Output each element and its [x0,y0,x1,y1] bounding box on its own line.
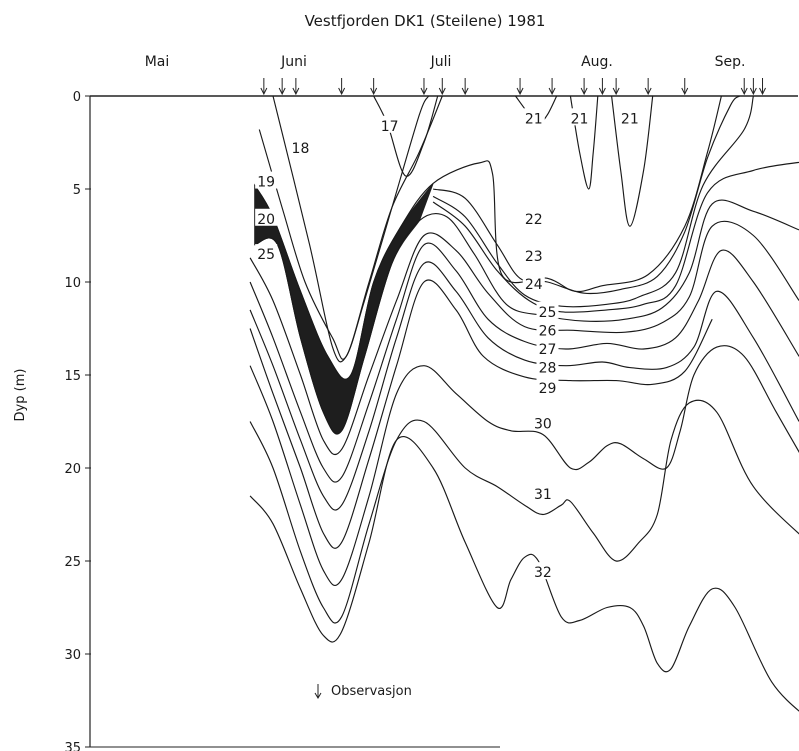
isoline-29 [249,279,713,549]
observation-arrowhead [370,87,378,96]
isoline-label-bg [531,413,554,431]
isoline-25 [254,199,799,435]
month-label: Sep. [715,54,746,70]
month-label: Mai [145,54,170,70]
isoline-label-bg [531,562,554,580]
isoline-32 [249,436,799,712]
isoline-24 [432,161,799,313]
isoline-label-bg [536,338,559,356]
isoline-label-bg [568,108,591,126]
observation-arrowhead [292,87,300,96]
legend: Observasjon [314,684,412,699]
isoline-30 [249,345,799,586]
y-tick-label: 25 [64,555,81,570]
isolines [249,95,799,712]
isoline-label: 23 [525,249,543,265]
observation-arrowhead [338,87,346,96]
legend-arrowhead [314,692,322,699]
isoline-label-bg [618,108,641,126]
isoline-label-bg [536,357,559,375]
y-tick-label: 20 [64,462,81,477]
isoline-label: 18 [292,141,310,157]
isoline-label-bg [378,115,401,133]
observation-arrowhead [420,87,428,96]
isoline-label: 27 [539,342,557,358]
isoline-label: 32 [534,565,552,581]
isoline-21 [611,95,654,227]
legend-label: Observasjon [331,684,412,699]
isoline-label-bg [255,244,278,262]
isoline-label: 21 [525,111,543,127]
isoline-label-bg [522,208,545,226]
isoline-label: 22 [525,212,543,228]
isoline-21 [569,95,599,190]
dark-band-20-25 [254,183,434,435]
observation-arrowhead [516,87,524,96]
y-tick-label: 0 [73,90,81,105]
isoline-label: 28 [539,361,557,377]
isoline-label-bg [536,378,559,396]
observation-arrowhead [461,87,469,96]
observation-arrowhead [438,87,446,96]
isoline-label: 20 [257,212,275,228]
isoline-31 [249,399,799,624]
isoline-26 [249,220,799,456]
month-labels: Mai Juni Juli Aug. Sep. [145,54,746,70]
y-tick-label: 5 [73,183,81,198]
isoline-label-bg [531,484,554,502]
isoline-label-bg [289,138,312,156]
y-axis-label: Dyp (m) [13,369,28,422]
isoline-label-bg [536,301,559,319]
isoline-label: 26 [539,323,557,339]
observation-markers [260,78,766,96]
observation-arrowhead [644,87,652,96]
isoline-label-bg [522,245,545,263]
y-tick-label: 10 [64,276,81,291]
observation-arrowhead [681,87,689,96]
month-label: Aug. [581,54,613,70]
isoline-23 [432,95,754,308]
isoline-label: 31 [534,487,552,503]
chart-title: Vestfjorden DK1 (Steilene) 1981 [305,12,546,30]
isoline-19 [258,95,443,360]
isoline-20 [254,95,722,380]
month-label: Juli [430,54,452,70]
isoline-label: 21 [571,111,589,127]
observation-arrowhead [548,87,556,96]
isoline-22 [432,95,741,295]
isoline-label-bg [536,320,559,338]
isoline-28 [249,261,799,511]
observation-arrowhead [580,87,588,96]
y-tick-label: 30 [64,648,81,663]
isoline-label-bg [255,171,278,189]
observation-arrowhead [749,87,757,96]
observation-arrowhead [278,87,286,96]
observation-arrowhead [260,87,268,96]
observation-arrowhead [598,87,606,96]
month-label: Juni [280,54,307,70]
observation-arrowhead [612,87,620,96]
isoline-label: 21 [621,111,639,127]
isoline-label: 25 [257,247,275,263]
isoline-label: 17 [381,119,399,135]
isoline-label: 30 [534,416,552,432]
observation-arrowhead [759,87,766,96]
observation-arrowhead [740,87,748,96]
isoline-label: 25 [539,305,557,321]
isoline-label: 24 [525,277,543,293]
isoline-27 [249,242,799,483]
isoline-label-bg [522,273,545,291]
y-tick-label: 15 [64,369,81,384]
isoline-label: 29 [539,381,557,397]
isoline-label: 19 [257,175,275,191]
isoline-label-bg [522,108,545,126]
isoline-labels: 17 18 19 20 25 21 21 21 22 23 24 25 26 27 28 29 30 31 32 [255,108,641,581]
y-tick-label: 35 [64,741,81,751]
y-axis: 0 5 10 15 20 25 30 35 [64,90,798,751]
isoline-17 [373,95,439,177]
isoline-label-bg [255,208,278,226]
